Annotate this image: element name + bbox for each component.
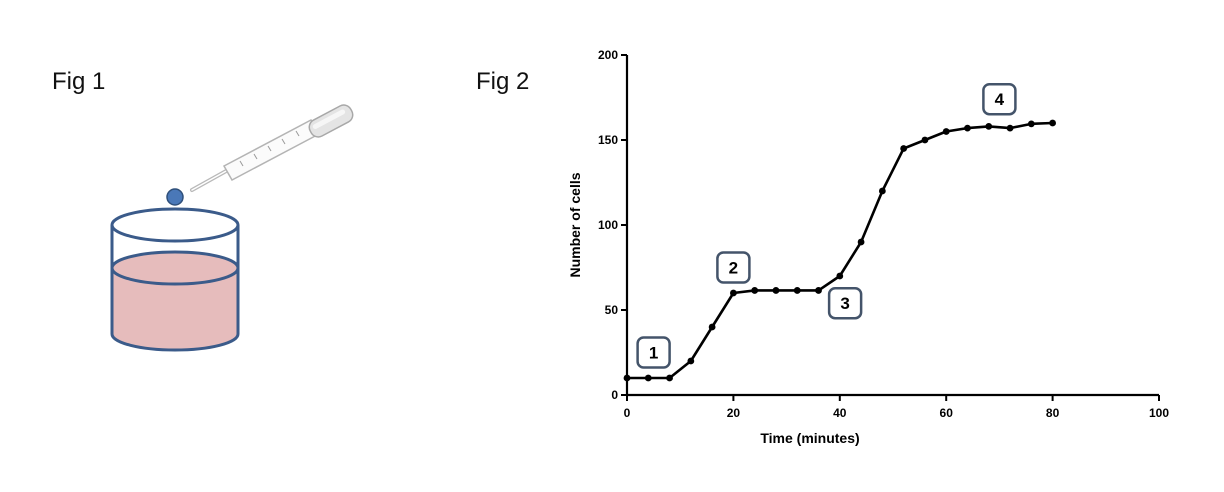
- beaker-icon: [110, 207, 240, 352]
- x-tick-label: 40: [833, 406, 847, 420]
- data-point: [644, 374, 652, 382]
- callout-label: 1: [649, 344, 658, 363]
- series-line: [627, 121, 1053, 380]
- callout-box: [982, 82, 1017, 116]
- callout-box: [636, 336, 671, 369]
- fig2-label: Fig 2: [476, 68, 530, 95]
- data-point: [730, 289, 737, 297]
- data-point: [857, 238, 865, 246]
- x-tick-label: 80: [1046, 406, 1060, 420]
- data-point: [687, 357, 695, 365]
- y-tick-label: 50: [605, 303, 619, 317]
- fig1-label: Fig 1: [52, 68, 106, 95]
- data-point: [921, 136, 929, 144]
- beaker-pipette-illustration: [110, 104, 354, 352]
- y-tick-label: 100: [598, 218, 618, 232]
- data-point: [942, 128, 950, 135]
- data-point: [836, 272, 844, 280]
- data-point: [1006, 124, 1014, 132]
- x-tick-label: 100: [1149, 406, 1169, 420]
- x-tick-label: 20: [727, 406, 741, 420]
- phase-callouts: 1 2 3 4: [636, 82, 1017, 369]
- y-axis-ticks: 0 50 100 150 200: [598, 48, 627, 402]
- data-point: [708, 323, 716, 331]
- data-point: [772, 287, 780, 294]
- y-tick-label: 150: [598, 133, 618, 147]
- data-point: [751, 287, 759, 294]
- data-point: [1049, 119, 1056, 127]
- data-point: [666, 374, 673, 382]
- x-axis-ticks: 0 20 40 60 80 100: [624, 395, 1169, 420]
- growth-series: [623, 119, 1056, 382]
- x-tick-label: 60: [940, 406, 954, 420]
- pipette-icon: [190, 104, 354, 192]
- callout-box: [716, 251, 751, 284]
- data-point: [815, 287, 822, 294]
- y-tick-label: 200: [598, 48, 618, 62]
- x-axis-title: Time (minutes): [760, 430, 859, 446]
- data-point: [964, 124, 971, 132]
- callout-label: 2: [729, 259, 738, 278]
- data-point: [985, 123, 993, 130]
- data-point: [900, 145, 908, 152]
- callout-label: 4: [995, 90, 1005, 109]
- callout-label: 3: [840, 294, 849, 313]
- droplet-icon: [166, 188, 184, 206]
- y-axis-title: Number of cells: [567, 172, 583, 277]
- data-point: [623, 374, 631, 382]
- y-tick-label: 0: [611, 388, 618, 402]
- data-point: [878, 187, 886, 195]
- data-point: [1027, 120, 1035, 128]
- chart-axes: [625, 55, 1159, 397]
- x-tick-label: 0: [624, 406, 631, 420]
- data-point: [793, 287, 801, 294]
- callout-box: [827, 286, 863, 320]
